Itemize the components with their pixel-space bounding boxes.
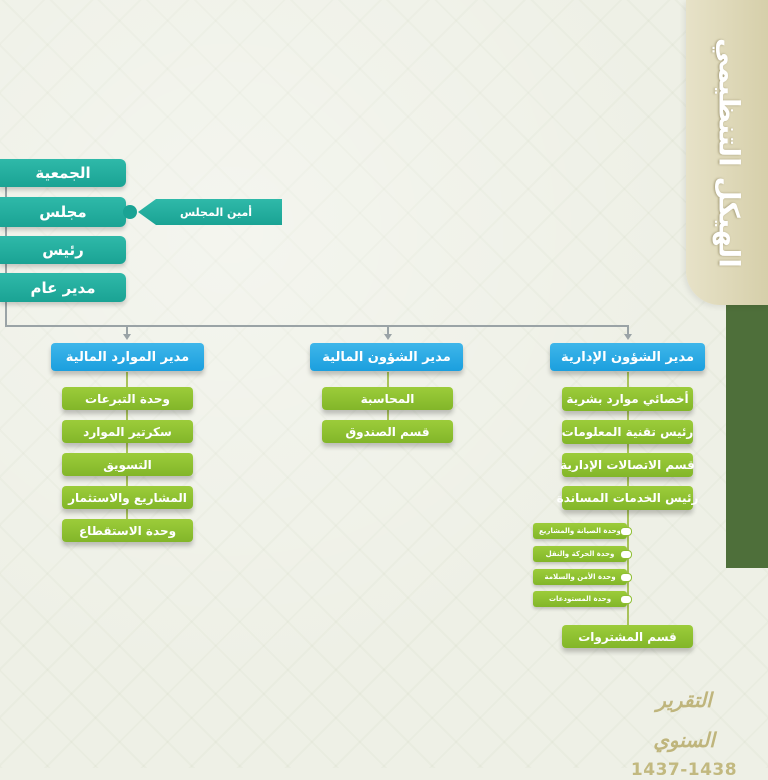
arrow-resources [123,334,131,340]
sub-unit-knob [620,550,632,559]
unit-label: قسم الاتصالات الإدارية [560,458,695,472]
unit-label: قسم الصندوق [345,424,430,439]
unit-box: المحاسبة [322,387,453,410]
unit-box: وحدة الاستقطاع [62,519,193,542]
dept-head-financial-affairs: مدير الشؤون المالية [310,343,463,371]
sub-unit-box: وحدة الأمن والسلامة [533,569,627,585]
unit-box: أخصائي موارد بشرية [562,387,693,411]
unit-box: رئيس الخدمات المساندة [557,486,698,510]
unit-box: وحدة التبرعات [62,387,193,410]
procurement-label: قسم المشتروات [578,629,677,644]
unit-label: رئيس الخدمات المساندة [556,491,699,505]
council-secretary-box: أمين المجلس [138,199,282,225]
side-band-title [686,0,768,305]
annual-report-logo: التقرير السنوي 1437-1438 [628,680,740,780]
sub-unit-label: وحدة الحركة والنقل [545,550,615,558]
side-band-dark [726,300,768,568]
sub-unit-knob [620,595,632,604]
council-secretary-label: أمين المجلس [179,205,253,219]
sub-unit-knob [620,527,632,536]
unit-label: سكرتير الموارد [83,424,172,439]
assembly-box: الجمعية [0,159,126,187]
sub-unit-label: وحدة المستودعات [548,595,612,603]
unit-box: التسويق [62,453,193,476]
annual-report-title: التقرير السنوي [653,688,715,752]
unit-label: التسويق [103,457,152,472]
unit-box: قسم الاتصالات الإدارية [560,453,695,477]
dept-head-label: مدير الشؤون الإدارية [561,349,694,365]
dept-head-administrative-affairs: مدير الشؤون الإدارية [550,343,705,371]
unit-box: سكرتير الموارد [62,420,193,443]
president-label: رئيس [42,241,84,259]
unit-label: رئيس تقنية المعلومات [561,425,694,439]
sub-unit-label: وحدة الصيانة والمشاريع [539,527,621,535]
sub-unit-box: وحدة الحركة والنقل [533,546,627,562]
procurement-box: قسم المشتروات [562,625,693,648]
general-manager-box: مدير عام [0,273,126,302]
connector-drop-financial [387,325,389,335]
unit-box: المشاريع والاستثمار [62,486,193,509]
sub-unit-box: وحدة الصيانة والمشاريع [533,523,627,539]
arrow-admin [624,334,632,340]
president-box: رئيس [0,236,126,264]
dept-head-label: مدير الشؤون المالية [322,349,451,365]
council-box: مجلس [0,197,126,227]
dept-head-financial-resources: مدير الموارد المالية [51,343,204,371]
council-connector-dot [123,205,137,219]
sub-unit-knob [620,573,632,582]
unit-label: وحدة التبرعات [85,391,170,406]
page-title-text: الهيكل التنظيمي [712,38,746,268]
assembly-label: الجمعية [35,164,91,182]
connector-drop-resources [126,325,128,335]
annual-report-years: 1437-1438 [630,760,738,780]
connector-drop-admin [627,325,629,335]
dept-head-label: مدير الموارد المالية [65,349,190,365]
council-label: مجلس [39,203,87,221]
sub-unit-label: وحدة الأمن والسلامة [544,573,616,581]
sub-unit-box: وحدة المستودعات [533,591,627,607]
unit-box: رئيس تقنية المعلومات [562,420,693,444]
unit-label: المحاسبة [360,391,415,406]
page-title: الهيكل التنظيمي [706,8,752,298]
general-manager-label: مدير عام [30,278,96,297]
arrow-financial [384,334,392,340]
unit-box: قسم الصندوق [322,420,453,443]
unit-label: وحدة الاستقطاع [78,523,177,538]
unit-label: أخصائي موارد بشرية [566,392,689,406]
trunk-resources [126,372,128,530]
unit-label: المشاريع والاستثمار [68,490,187,505]
connector-horizontal [5,325,629,327]
